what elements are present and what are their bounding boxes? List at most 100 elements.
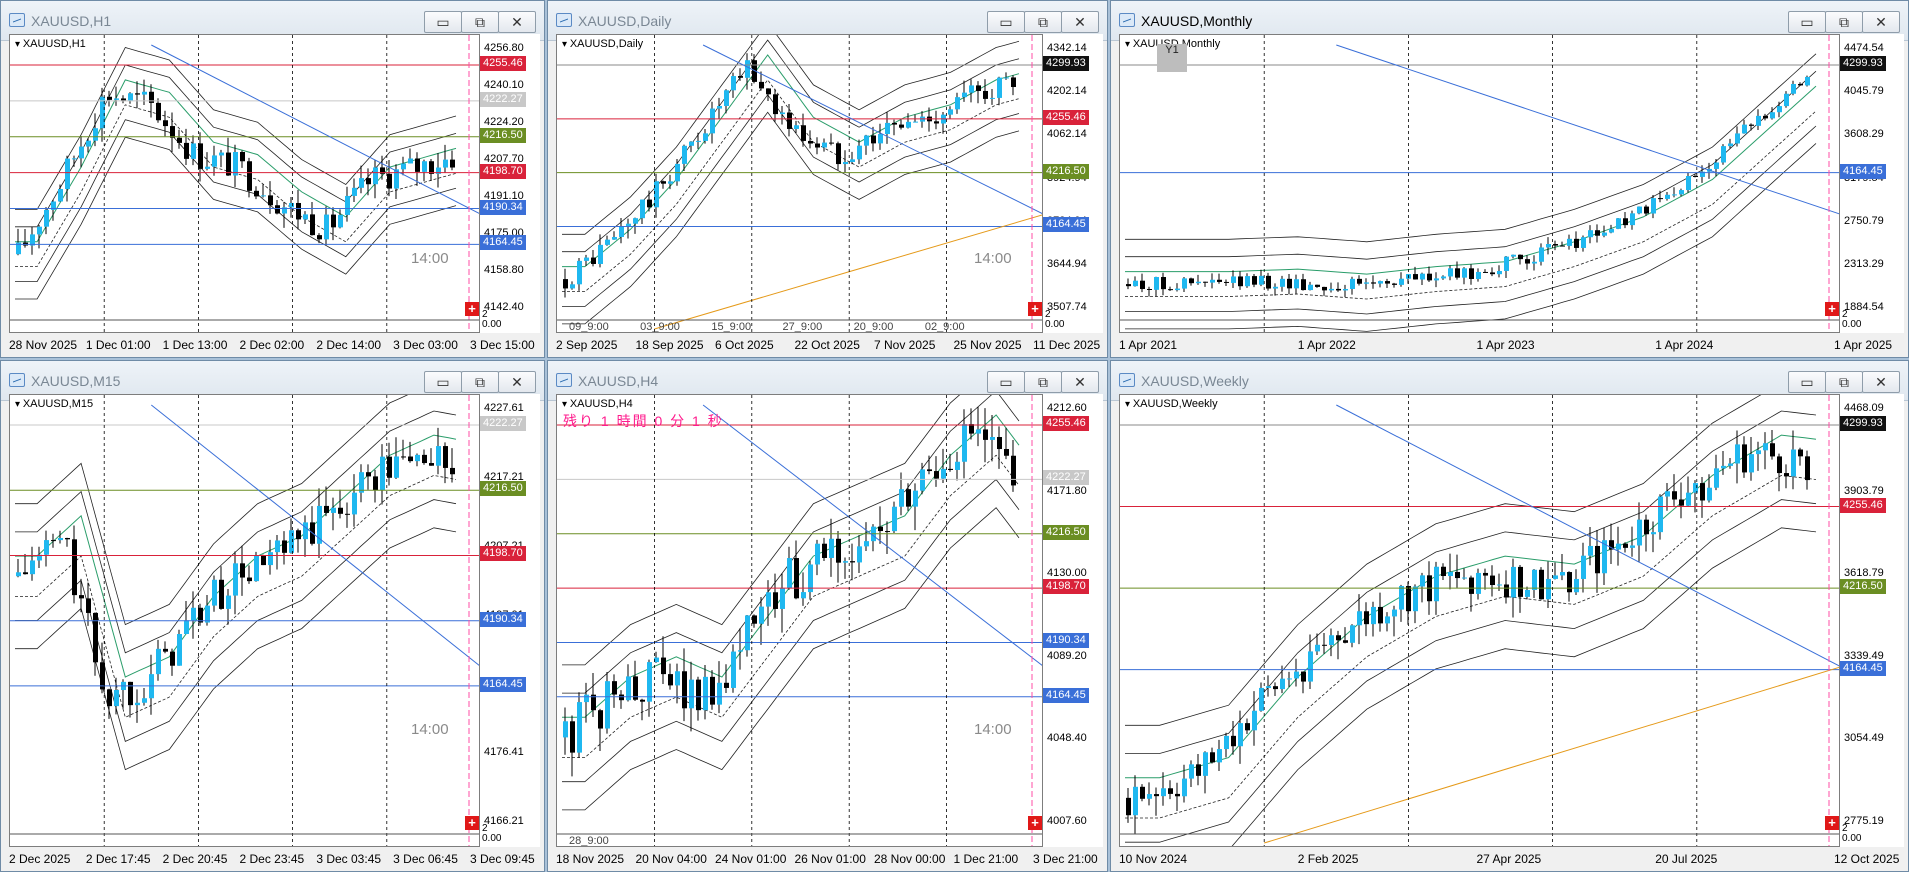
minimize-button[interactable]: ▭ — [987, 371, 1025, 393]
price-scale[interactable]: 4342.144202.144062.143924.943784.943644.… — [1043, 34, 1103, 333]
bull-candle — [1343, 288, 1348, 291]
bull-candle — [1476, 572, 1481, 594]
time-axis[interactable]: 28 Nov 2025 1 Dec 01:00 1 Dec 13:00 2 Dec 0… — [9, 335, 540, 355]
bull-candle — [1749, 454, 1754, 473]
close-button[interactable]: ✕ — [1862, 371, 1900, 393]
bull-candle — [808, 564, 813, 593]
minimize-icon: ▭ — [999, 14, 1013, 30]
bull-candle — [780, 112, 785, 115]
bull-candle — [135, 702, 140, 706]
bull-candle — [1686, 176, 1691, 191]
bear-candle — [1560, 245, 1565, 247]
price-level-badge-current: 4299.93 — [1043, 56, 1089, 71]
minimize-button[interactable]: ▭ — [424, 371, 462, 393]
minimize-button[interactable]: ▭ — [1788, 11, 1826, 33]
price-chart-area[interactable]: XAUUSD,Weekly + — [1119, 394, 1840, 847]
bull-candle — [759, 606, 764, 624]
price-scale[interactable]: 4256.80 4240.10 4224.20 4207.70 4191.10 4175.… — [480, 34, 540, 333]
bull-candle — [654, 181, 659, 208]
time-tick-label: 20 Jul 2025 — [1655, 852, 1718, 866]
bull-candle — [598, 244, 603, 264]
bear-candle — [724, 682, 729, 688]
bull-candle — [815, 543, 820, 565]
bull-candle — [1637, 519, 1642, 546]
price-chart-area[interactable]: XAUUSD,Daily 14:00 09_9:00 03_9:00 15_9:00 27… — [556, 34, 1043, 333]
price-scale[interactable]: 4468.09 3903.79 3618.79 3339.49 3054.49 2775.… — [1840, 394, 1904, 847]
add-indicator-button[interactable]: + — [1028, 302, 1042, 316]
bear-candle — [422, 454, 427, 464]
bear-candle — [787, 112, 792, 129]
price-chart-area[interactable]: XAUUSD,MonthlyY1+ — [1119, 34, 1840, 333]
bear-candle — [1777, 456, 1782, 474]
candlestick-chart — [557, 395, 1042, 846]
restore-button[interactable]: ⧉ — [1024, 11, 1062, 33]
close-button[interactable]: ✕ — [1061, 371, 1099, 393]
price-level-badge-resistance: 4198.70 — [480, 163, 526, 179]
price-scale[interactable]: 4212.60 4171.80 4130.00 4089.20 4048.40 4007.… — [1043, 394, 1103, 847]
bull-candle — [1756, 450, 1761, 455]
bull-candle — [1413, 586, 1418, 612]
time-tick-label: 26 Nov 01:00 — [794, 852, 866, 866]
price-chart-area[interactable]: XAUUSD,M15 14:00 + — [9, 394, 480, 847]
bull-candle — [1686, 492, 1691, 506]
restore-button[interactable]: ⧉ — [1825, 371, 1863, 393]
time-axis[interactable]: 18 Nov 2025 20 Nov 04:00 24 Nov 01:00 26 No… — [556, 849, 1103, 869]
time-axis[interactable]: 1 Apr 2021 1 Apr 2022 1 Apr 2023 1 Apr 2024… — [1119, 335, 1904, 355]
price-scale[interactable]: 4474.544045.793608.293179.542750.792313.… — [1840, 34, 1904, 333]
minimize-button[interactable]: ▭ — [424, 11, 462, 33]
chart-window-monthly: XAUUSD,Monthly▭⧉✕XAUUSD,MonthlyY1+4474.5… — [1110, 0, 1909, 358]
bear-candle — [1539, 569, 1544, 600]
indicator-band-line — [15, 47, 457, 210]
time-axis[interactable]: 2 Dec 2025 2 Dec 17:45 2 Dec 20:45 2 Dec 23… — [9, 849, 540, 869]
bull-candle — [1154, 277, 1159, 290]
bear-candle — [1371, 282, 1376, 284]
bear-candle — [408, 456, 413, 462]
separator-time-label: 28_9:00 — [569, 835, 609, 847]
close-button[interactable]: ✕ — [498, 11, 536, 33]
add-indicator-button[interactable]: + — [1825, 816, 1839, 830]
price-chart-area[interactable]: XAUUSD,H1 14:00 + — [9, 34, 480, 333]
close-button[interactable]: ✕ — [1061, 11, 1099, 33]
bear-candle — [1301, 279, 1306, 291]
add-indicator-button[interactable]: + — [465, 816, 479, 830]
bear-candle — [738, 76, 743, 78]
price-chart-area[interactable]: XAUUSD,H4 残り 1 時間 0 分 1 秒 14:00 28_9:00 + — [556, 394, 1043, 847]
restore-button[interactable]: ⧉ — [461, 371, 499, 393]
price-level-badge-support: 4164.45 — [1043, 687, 1089, 703]
bull-candle — [1280, 678, 1285, 690]
time-axis[interactable]: 2 Sep 2025 18 Sep 2025 6 Oct 2025 22 Oct 20… — [556, 335, 1103, 355]
minimize-button[interactable]: ▭ — [1788, 371, 1826, 393]
bull-candle — [436, 446, 441, 466]
bull-candle — [1616, 543, 1621, 550]
bull-candle — [1546, 578, 1551, 600]
add-indicator-button[interactable]: + — [1825, 302, 1839, 316]
restore-button[interactable]: ⧉ — [1825, 11, 1863, 33]
bear-candle — [429, 161, 434, 174]
bull-candle — [675, 671, 680, 686]
bear-candle — [647, 199, 652, 208]
bear-candle — [1784, 473, 1789, 477]
bull-candle — [1210, 279, 1215, 283]
close-button[interactable]: ✕ — [1862, 11, 1900, 33]
time-axis[interactable]: 10 Nov 2024 2 Feb 2025 27 Apr 2025 20 Jul 2… — [1119, 849, 1904, 869]
bull-candle — [1224, 735, 1229, 750]
bear-candle — [107, 689, 112, 707]
minimize-button[interactable]: ▭ — [987, 11, 1025, 33]
bear-candle — [563, 279, 568, 289]
restore-button[interactable]: ⧉ — [461, 11, 499, 33]
add-indicator-button[interactable]: + — [1028, 816, 1042, 830]
time-tick-label: 7 Nov 2025 — [874, 338, 936, 352]
bull-candle — [1805, 76, 1810, 86]
bull-candle — [703, 133, 708, 141]
symbol-timeframe-label: XAUUSD,M15 — [15, 398, 94, 410]
restore-button[interactable]: ⧉ — [1024, 371, 1062, 393]
indicator-band-line — [1125, 125, 1817, 315]
add-indicator-button[interactable]: + — [465, 302, 479, 316]
bear-candle — [871, 135, 876, 144]
price-scale[interactable]: 4227.614217.214207.214197.014186.814176.… — [480, 394, 540, 847]
bear-candle — [1644, 519, 1649, 535]
bull-candle — [913, 490, 918, 507]
bull-candle — [1497, 270, 1502, 275]
bear-candle — [198, 143, 203, 169]
close-button[interactable]: ✕ — [498, 371, 536, 393]
